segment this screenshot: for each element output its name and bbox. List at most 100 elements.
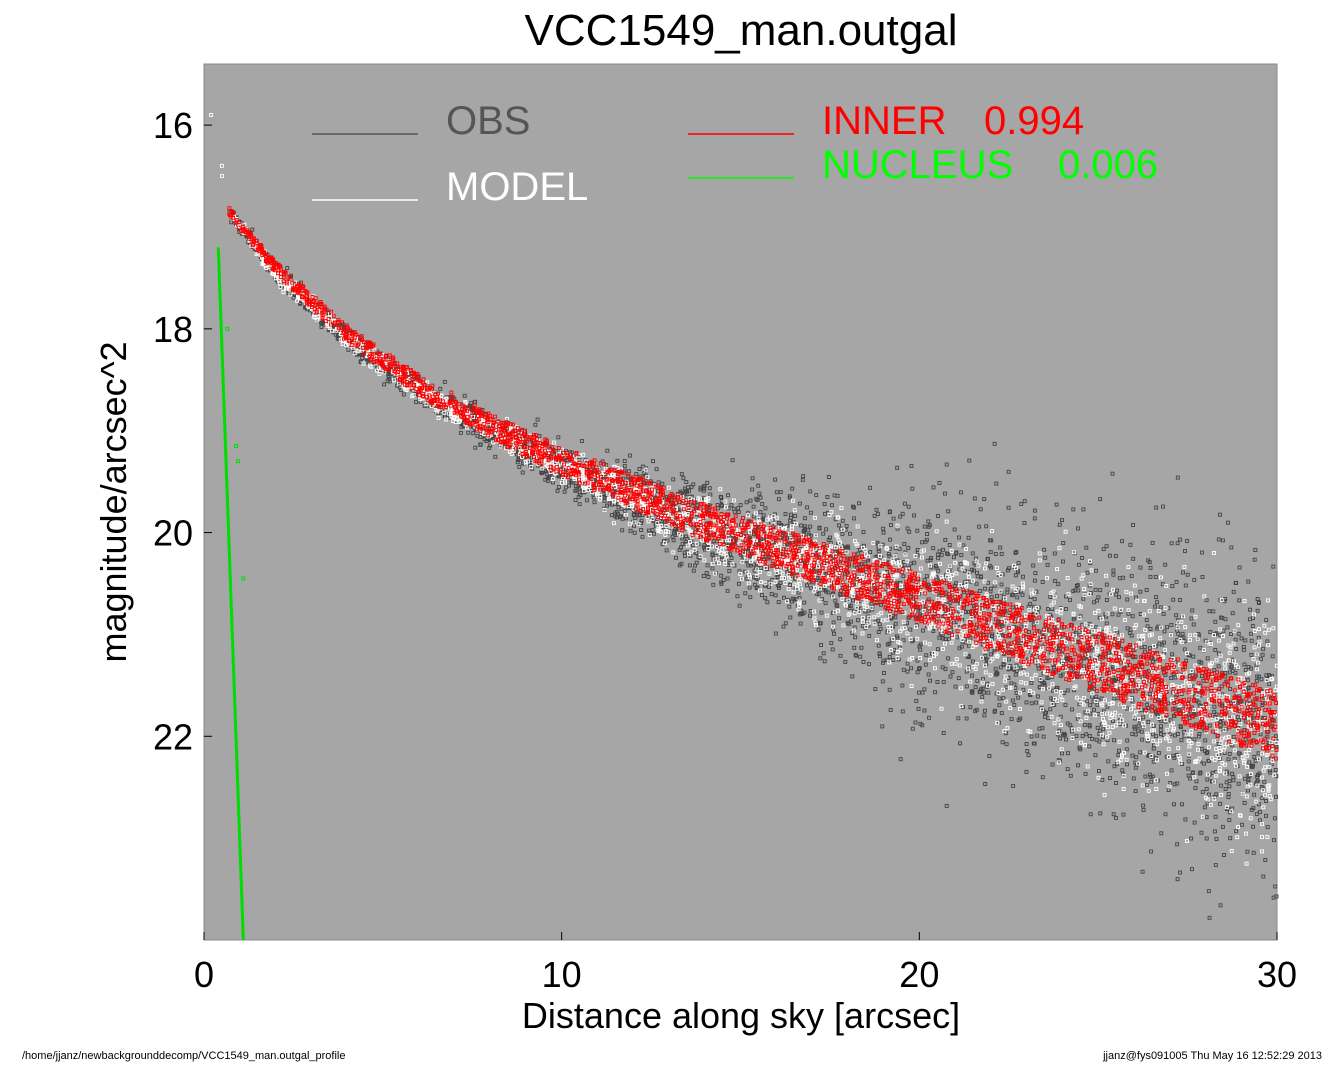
data-point: [759, 593, 764, 597]
data-point: [1085, 570, 1090, 575]
data-point: [746, 519, 751, 524]
data-point: [935, 514, 940, 518]
data-point: [1077, 702, 1082, 707]
data-point: [1148, 565, 1153, 570]
data-point: [1243, 776, 1248, 781]
data-point: [1183, 817, 1188, 822]
data-point: [1138, 750, 1143, 755]
data-point: [924, 574, 929, 579]
data-point: [956, 716, 961, 721]
data-point: [1240, 822, 1245, 827]
data-point: [954, 551, 959, 556]
data-point: [861, 530, 866, 535]
data-point: [687, 563, 692, 568]
data-point: [1083, 771, 1088, 776]
data-point: [1106, 759, 1111, 764]
data-point: [1265, 825, 1270, 830]
data-point: [1191, 654, 1196, 659]
data-point: [876, 643, 881, 648]
data-point: [859, 645, 864, 650]
data-point: [914, 698, 919, 703]
data-point: [1126, 611, 1131, 616]
data-point: [1168, 732, 1173, 737]
data-point: [902, 501, 907, 506]
data-point: [935, 680, 940, 684]
data-point: [1016, 695, 1021, 700]
data-point: [1164, 754, 1169, 759]
data-point: [987, 754, 992, 759]
data-point: [1237, 718, 1242, 723]
data-point: [832, 631, 836, 636]
data-point: [778, 490, 783, 495]
data-point: [1006, 505, 1011, 510]
data-point: [1242, 800, 1247, 805]
data-point: [1040, 726, 1045, 731]
data-point: [803, 524, 808, 529]
data-point: [935, 647, 940, 652]
data-point: [1189, 616, 1194, 621]
data-point: [968, 705, 973, 710]
data-point: [851, 598, 855, 603]
data-point: [1131, 776, 1136, 781]
data-point: [790, 486, 795, 491]
data-point: [1108, 776, 1113, 781]
data-point: [1118, 703, 1123, 707]
data-point: [998, 545, 1003, 550]
data-point: [901, 574, 906, 579]
data-point: [1231, 589, 1236, 594]
data-point: [1065, 767, 1070, 772]
data-point: [1227, 818, 1232, 822]
data-point: [736, 581, 741, 586]
data-point: [1234, 646, 1239, 651]
data-point: [1087, 724, 1092, 729]
data-point: [1097, 769, 1101, 774]
data-point: [931, 546, 936, 551]
data-point: [1056, 758, 1061, 763]
data-point: [816, 592, 821, 597]
data-point: [1265, 639, 1270, 644]
data-point: [1072, 688, 1077, 693]
data-point: [556, 485, 561, 489]
data-point: [1125, 597, 1130, 602]
data-point: [1058, 736, 1062, 741]
data-point: [743, 569, 748, 574]
data-point: [1131, 523, 1135, 527]
data-point: [1006, 469, 1011, 474]
data-point: [808, 489, 813, 494]
data-point: [873, 619, 878, 624]
data-point: [1101, 727, 1106, 732]
data-point: [1077, 745, 1082, 750]
data-point: [973, 685, 978, 690]
data-point: [897, 546, 902, 551]
data-point: [573, 498, 578, 502]
data-point: [1175, 877, 1180, 882]
data-point: [1065, 751, 1070, 756]
data-point: [1172, 802, 1176, 807]
data-point: [1139, 645, 1144, 650]
data-point: [937, 549, 942, 554]
data-point: [1022, 521, 1027, 525]
data-point: [915, 658, 920, 663]
data-point: [701, 574, 706, 578]
data-point: [748, 498, 753, 503]
data-point: [1192, 737, 1197, 742]
data-point: [783, 512, 788, 517]
data-point: [928, 678, 933, 683]
data-point: [945, 551, 949, 556]
data-point: [1172, 756, 1177, 761]
data-point: [604, 463, 609, 468]
data-point: [891, 624, 896, 629]
data-point: [1260, 652, 1265, 657]
data-point: [993, 552, 998, 556]
data-point: [943, 590, 948, 595]
data-point: [838, 637, 843, 642]
data-point: [1207, 915, 1212, 920]
data-point: [1190, 867, 1194, 872]
data-point: [1075, 526, 1080, 531]
data-point: [1246, 773, 1251, 778]
data-point: [1064, 594, 1068, 599]
data-point: [1205, 750, 1210, 755]
data-point: [1154, 505, 1159, 510]
data-point: [1025, 749, 1030, 753]
data-point: [1204, 786, 1209, 791]
